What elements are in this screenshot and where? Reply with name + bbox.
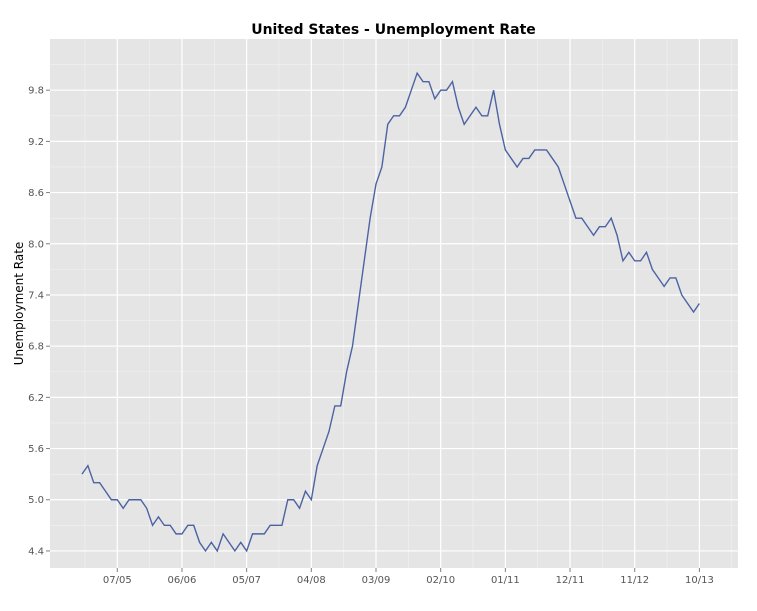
y-tick-label: 6.2 — [28, 393, 44, 404]
x-tick-label: 01/11 — [491, 575, 520, 586]
series-line — [81, 71, 700, 553]
minor-gridlines — [50, 39, 738, 568]
x-tick-label: 12/11 — [556, 575, 585, 586]
y-tick-label: 9.8 — [28, 86, 44, 97]
x-tick-label: 03/09 — [362, 575, 391, 586]
x-axis: 07/05 06/06 05/07 04/08 03/09 02/10 01/11 12/11… — [103, 568, 714, 586]
x-tick-label: 06/06 — [168, 575, 197, 586]
x-tick-label: 05/07 — [232, 575, 261, 586]
y-tick-label: 8.6 — [28, 188, 44, 199]
x-tick-label: 10/13 — [685, 575, 714, 586]
x-tick-label: 07/05 — [103, 575, 132, 586]
y-tick-label: 8.0 — [28, 239, 44, 250]
chart-title: United States - Unemployment Rate — [251, 22, 536, 38]
y-tick-label: 9.2 — [28, 137, 44, 148]
plot-panel — [50, 39, 738, 568]
y-tick-label: 4.4 — [28, 546, 44, 557]
x-tick-label: 02/10 — [426, 575, 455, 586]
x-tick-label: 04/08 — [297, 575, 326, 586]
y-tick-label: 5.6 — [28, 444, 44, 455]
y-tick-label: 7.4 — [28, 290, 44, 301]
y-axis: 4.4 5.0 5.6 6.2 6.8 7.4 8.0 8.6 9.2 9.8 — [28, 86, 50, 557]
y-axis-label: Unemployment Rate — [12, 242, 26, 366]
y-tick-label: 6.8 — [28, 342, 44, 353]
y-tick-label: 5.0 — [28, 495, 44, 506]
x-tick-label: 11/12 — [620, 575, 649, 586]
major-gridlines — [50, 39, 738, 568]
